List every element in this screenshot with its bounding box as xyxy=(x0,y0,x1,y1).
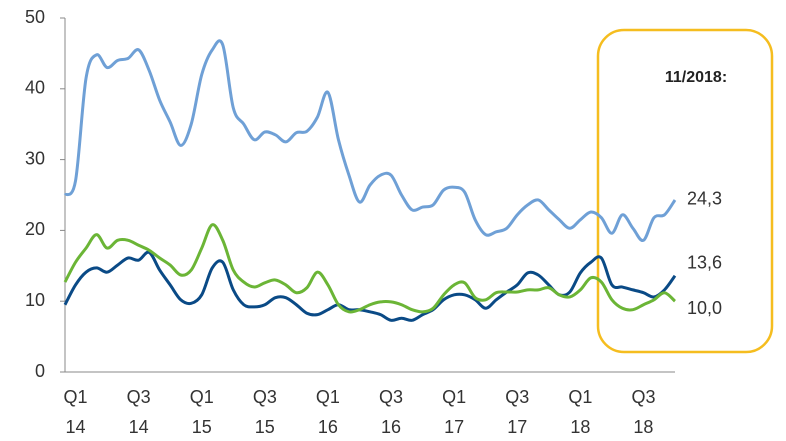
x-tick-label: Q3 14 xyxy=(127,387,151,437)
end-label: 24,3 xyxy=(687,189,722,209)
series-line xyxy=(63,223,677,314)
y-tick-label: 50 xyxy=(25,7,45,27)
end-label: 13,6 xyxy=(687,252,722,272)
highlight-box xyxy=(596,28,774,354)
annotation: 11/2018: xyxy=(665,69,727,86)
x-tick-label: Q1 15 xyxy=(190,387,214,437)
series-line xyxy=(63,39,677,242)
x-tick-label: Q3 18 xyxy=(631,387,655,437)
x-tick-label: Q1 16 xyxy=(316,387,340,437)
end-label: 10,0 xyxy=(687,298,722,318)
x-tick-label: Q3 15 xyxy=(253,387,277,437)
x-tick-label: Q1 18 xyxy=(568,387,592,437)
y-tick-label: 40 xyxy=(25,78,45,98)
series-line xyxy=(63,250,677,322)
x-tick-label: Q3 17 xyxy=(505,387,529,437)
x-tick-label: Q1 14 xyxy=(64,387,88,437)
x-tick-label: Q1 17 xyxy=(442,387,466,437)
y-tick-label: 10 xyxy=(25,290,45,310)
y-tick-label: 20 xyxy=(25,219,45,239)
x-tick-label: Q3 16 xyxy=(379,387,403,437)
y-tick-label: 30 xyxy=(25,148,45,168)
y-tick-label: 0 xyxy=(35,361,45,381)
